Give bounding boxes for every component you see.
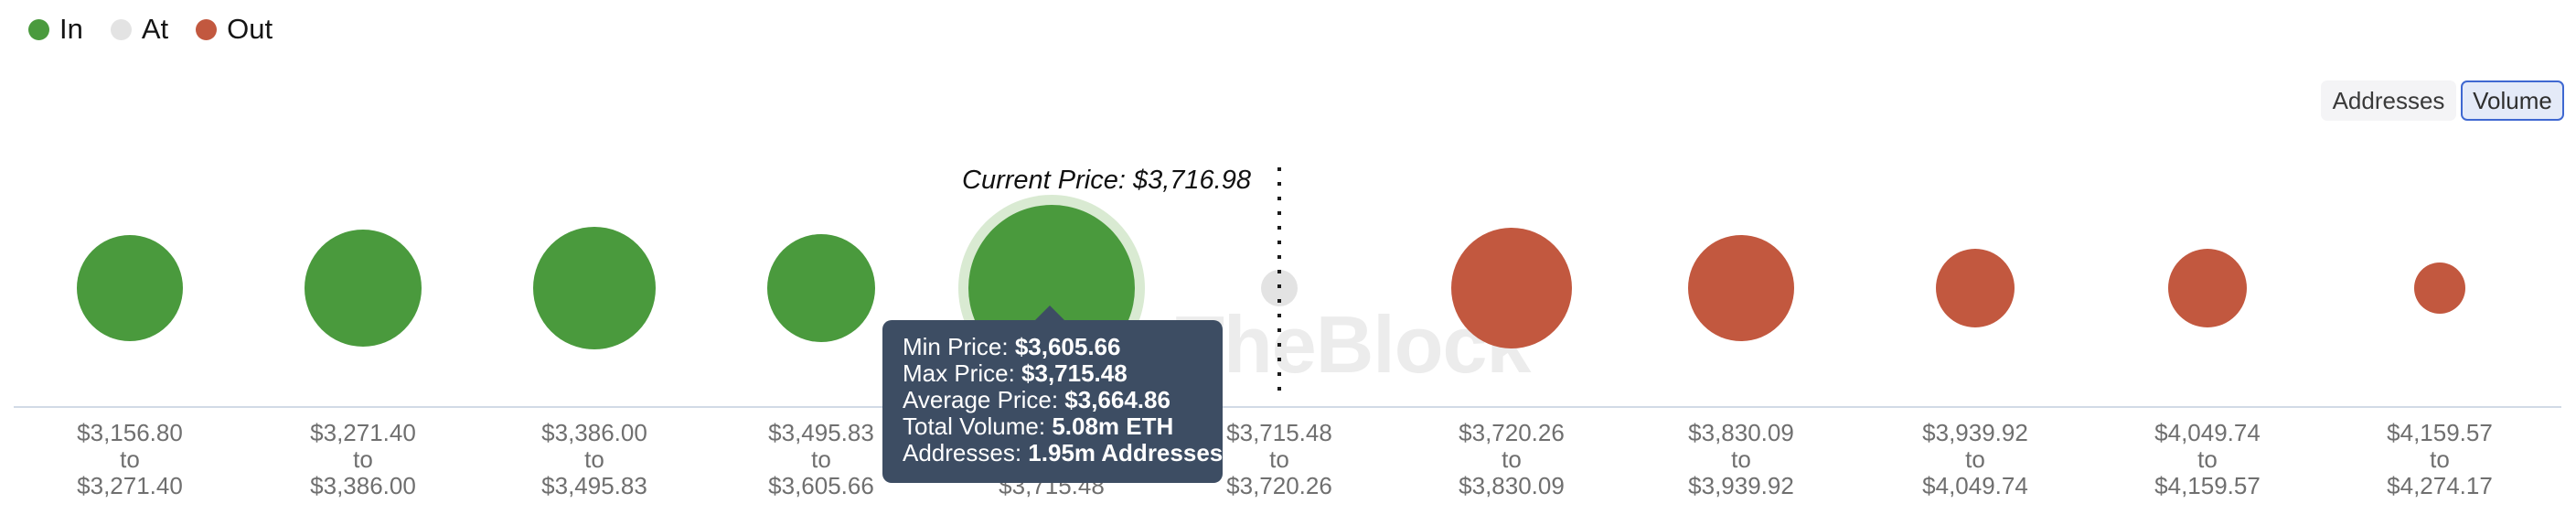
volume-bubble-out[interactable]	[1936, 249, 2015, 327]
range-min: $4,049.74	[2154, 419, 2261, 446]
bubble-tooltip: Min Price: $3,605.66 Max Price: $3,715.4…	[882, 305, 1224, 483]
legend-item-out[interactable]: Out	[196, 13, 273, 46]
range-max: $4,049.74	[1922, 472, 2028, 499]
range-max: $3,271.40	[77, 472, 183, 499]
price-range-label: $3,271.40 to $3,386.00	[247, 420, 479, 499]
price-range-label: $4,159.57 to $4,274.17	[2324, 420, 2556, 499]
volume-bubble-in[interactable]	[533, 227, 656, 349]
range-min: $3,720.26	[1459, 419, 1565, 446]
volume-bubble-in[interactable]	[767, 234, 875, 342]
tooltip-row: Total Volume: 5.08m ETH	[903, 412, 1174, 440]
range-min: $3,271.40	[310, 419, 416, 446]
legend-item-label: In	[59, 13, 83, 45]
range-min: $4,159.57	[2387, 419, 2493, 446]
tooltip-row: Max Price: $3,715.48	[903, 359, 1128, 387]
range-separator: to	[2197, 445, 2218, 473]
volume-bubble-out[interactable]	[1688, 235, 1794, 341]
range-min: $3,156.80	[77, 419, 183, 446]
range-separator: to	[1269, 445, 1289, 473]
range-max: $3,939.92	[1688, 472, 1794, 499]
range-separator: to	[1965, 445, 1985, 473]
addresses-button[interactable]: Addresses	[2321, 80, 2456, 121]
range-max: $4,159.57	[2154, 472, 2261, 499]
x-axis-line	[14, 406, 2561, 408]
price-range-label: $3,939.92 to $4,049.74	[1859, 420, 2091, 499]
in-legend-dot-icon	[28, 18, 49, 40]
volume-bubble-in[interactable]	[305, 230, 422, 347]
range-separator: to	[2430, 445, 2450, 473]
range-min: $3,495.83	[768, 419, 874, 446]
volume-bubble-out[interactable]	[1451, 228, 1572, 348]
range-separator: to	[1502, 445, 1522, 473]
legend-item-label: At	[141, 13, 169, 45]
range-max: $3,720.26	[1226, 472, 1332, 499]
range-max: $3,495.83	[541, 472, 647, 499]
range-separator: to	[353, 445, 373, 473]
range-max: $4,274.17	[2387, 472, 2493, 499]
price-range-label: $3,495.83 to $3,605.66	[705, 420, 937, 499]
price-range-label: $3,720.26 to $3,830.09	[1395, 420, 1628, 499]
legend-item-label: Out	[227, 13, 273, 45]
range-min: $3,386.00	[541, 419, 647, 446]
current-price-label: Current Price: $3,716.98	[962, 166, 1251, 195]
price-range-label: $3,830.09 to $3,939.92	[1625, 420, 1857, 499]
range-min: $3,830.09	[1688, 419, 1794, 446]
volume-bubble-in[interactable]	[77, 235, 183, 341]
price-range-label: $3,156.80 to $3,271.40	[14, 420, 246, 499]
price-range-label: $4,049.74 to $4,159.57	[2091, 420, 2324, 499]
legend-item-in[interactable]: In	[28, 13, 83, 46]
range-max: $3,605.66	[768, 472, 874, 499]
tooltip-row: Addresses: 1.95m Addresses	[903, 439, 1224, 466]
range-separator: to	[584, 445, 604, 473]
range-max: $3,386.00	[310, 472, 416, 499]
range-separator: to	[120, 445, 140, 473]
out-legend-dot-icon	[196, 18, 218, 40]
tooltip-row: Average Price: $3,664.86	[903, 386, 1170, 413]
at-legend-dot-icon	[110, 18, 132, 40]
legend-item-at[interactable]: At	[110, 13, 169, 46]
tooltip-row: Min Price: $3,605.66	[903, 333, 1121, 360]
price-range-label: $3,386.00 to $3,495.83	[478, 420, 711, 499]
price-range-label: $3,715.48 to $3,720.26	[1163, 420, 1395, 499]
range-separator: to	[1731, 445, 1751, 473]
range-max: $3,830.09	[1459, 472, 1565, 499]
volume-bubble-out[interactable]	[2414, 262, 2465, 314]
current-price-dotted-line	[1277, 167, 1281, 396]
volume-button[interactable]: Volume	[2461, 80, 2564, 121]
range-min: $3,715.48	[1226, 419, 1332, 446]
range-min: $3,939.92	[1922, 419, 2028, 446]
volume-bubble-out[interactable]	[2168, 249, 2247, 327]
range-separator: to	[811, 445, 831, 473]
legend: In At Out	[28, 13, 300, 46]
